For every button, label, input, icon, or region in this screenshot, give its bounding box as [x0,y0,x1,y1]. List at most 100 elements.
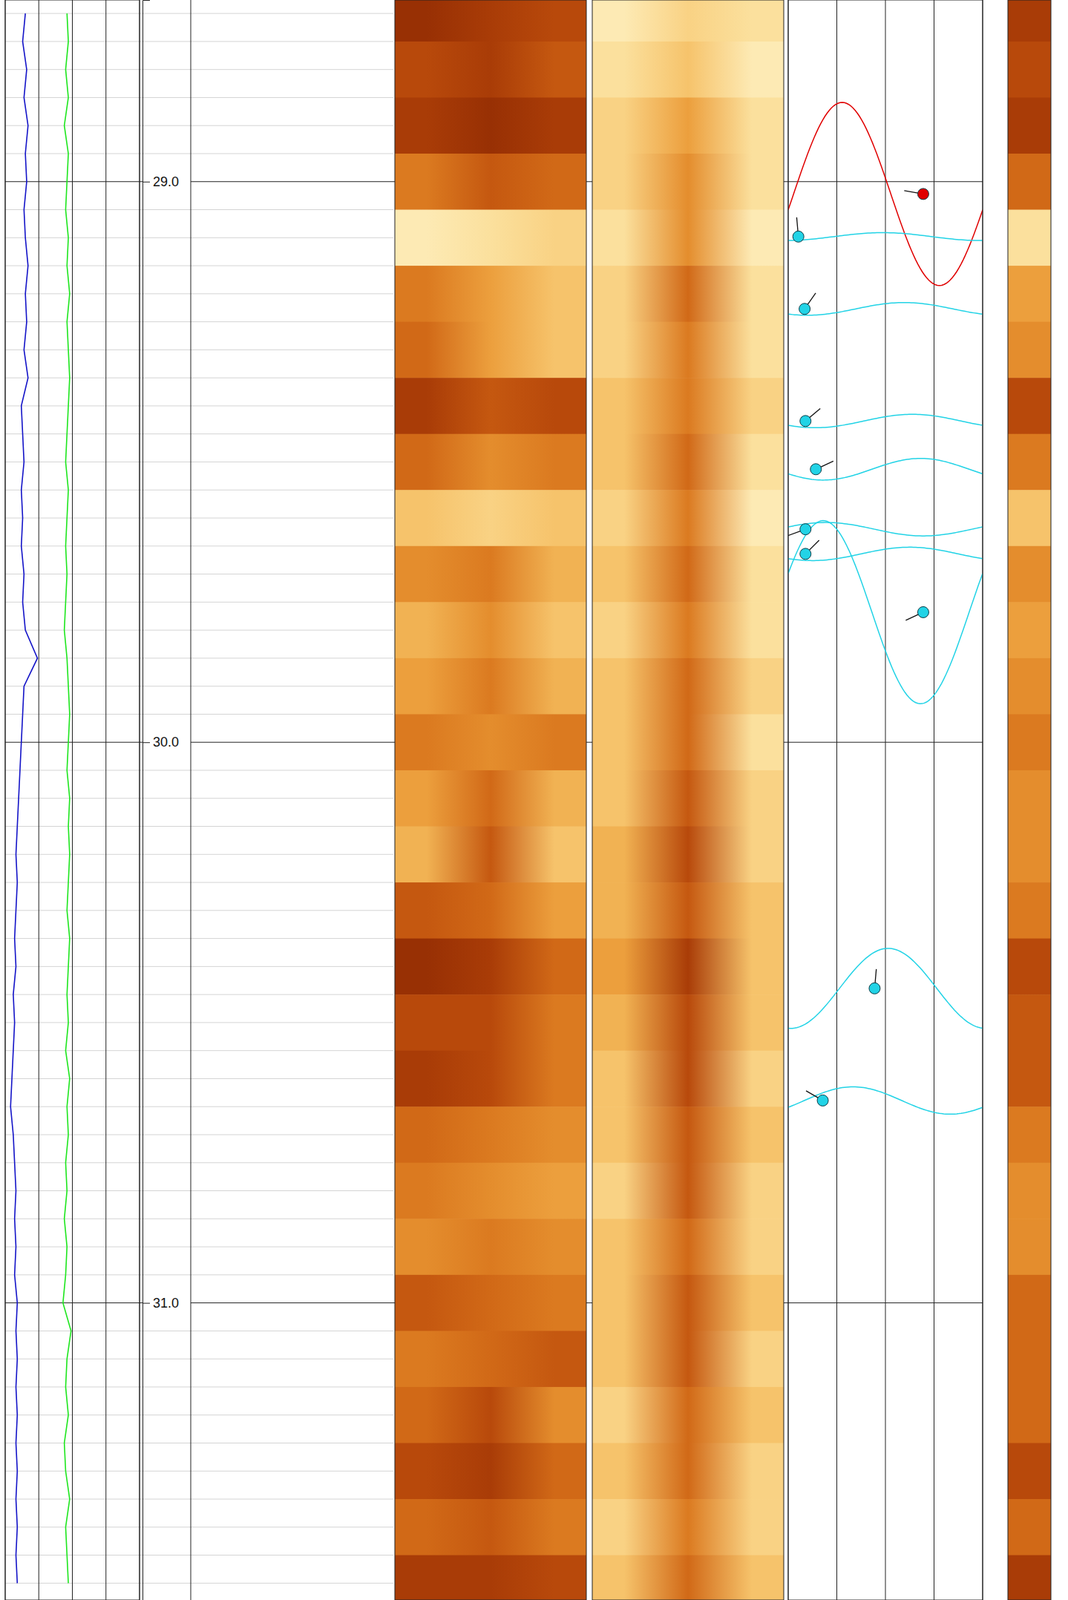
minor-grid-line [5,1218,394,1220]
image-row [394,938,587,996]
vertical-grid-line [105,0,107,1600]
depth-tick-mark [142,1303,150,1305]
image-rows [592,0,784,1600]
minor-grid-line [5,1526,394,1528]
minor-grid-line [5,1583,394,1584]
image-row [394,1387,587,1444]
minor-grid-line [5,377,394,379]
minor-grid-line [5,1499,394,1500]
minor-grid-line [5,433,394,435]
minor-grid-line [5,293,394,294]
minor-grid-line [5,265,394,267]
major-grid [5,181,983,1304]
minor-grid-line [5,1246,394,1248]
image-row [592,770,784,827]
dip-sinusoid [788,522,983,536]
minor-grid-line [5,966,394,968]
depth-axis-line [143,0,151,1600]
image-row [1007,41,1051,98]
minor-grid-line [5,518,394,519]
depth-axis: 29.030.031.0 [142,0,179,1600]
image-row [394,322,587,379]
major-grid-line [5,742,143,743]
image-row [1007,826,1051,884]
tadpole [917,606,929,618]
image-rows [394,0,587,1600]
image-row [394,1050,587,1108]
track-line [5,0,140,1600]
minor-grid-line [5,405,394,406]
image-row [394,1106,587,1163]
track-image [1007,0,1051,1600]
image-row [592,601,784,659]
image-row [592,41,784,98]
image-row [592,1218,784,1276]
image-row [1007,601,1051,659]
minor-grid-line [5,40,394,42]
minor-grid-line [5,685,394,687]
vertical-grid-line [38,0,40,1600]
image-row [394,1218,587,1276]
image-row [592,0,784,43]
image-row [394,1330,587,1388]
minor-grid-line [5,769,394,771]
image-row [592,938,784,996]
image-row [592,713,784,771]
track-frame [5,0,140,1600]
vertical-grid-line [933,0,935,1600]
image-row [592,1275,784,1332]
tadpole [810,463,822,475]
tadpole [917,188,929,200]
dip-sinusoid [788,1086,983,1115]
image-row [394,0,587,43]
image-row [394,826,587,884]
major-grid-line [5,181,143,182]
minor-grid-line [5,1078,394,1080]
minor-grid-line [5,797,394,799]
minor-grid-line [5,125,394,127]
dip-sinusoid [788,233,983,242]
minor-grid-line [5,1358,394,1360]
image-row [1007,1275,1051,1332]
depth-tick-mark [142,181,150,183]
vertical-grid-line [885,0,887,1600]
minor-grid-line [5,854,394,855]
depth-tick-label: 29.0 [152,174,179,190]
minor-grid-line [5,209,394,211]
image-row [394,1275,587,1332]
image-row [394,1499,587,1556]
track-frame [788,0,983,1600]
image-row [394,489,587,547]
minor-grid-line [5,601,394,603]
track-marks [788,102,983,1115]
image-row [394,658,587,715]
image-row [592,434,784,491]
dip-sinusoid [788,302,983,316]
image-row [1007,97,1051,154]
minor-grid-line [5,237,394,239]
minor-grid-line [5,1414,394,1416]
image-row [1007,938,1051,996]
depth-tick: 30.0 [142,734,179,750]
minor-grid-line [5,909,394,911]
image-row [1007,1330,1051,1388]
dip-sinusoid [788,414,983,428]
image-row [394,210,587,267]
minor-grid-line [5,1554,394,1556]
image-row [1007,1555,1051,1600]
image-row [1007,1050,1051,1108]
dip-sinusoid [788,102,983,286]
tadpole [800,415,812,427]
track-image [394,0,587,1600]
minor-grid-line [5,489,394,491]
image-row [592,1442,784,1500]
image-row [1007,1162,1051,1220]
image-row [592,882,784,939]
image-row [394,1442,587,1500]
minor-grid-line [5,1442,394,1444]
image-row [394,1555,587,1600]
image-row [592,377,784,435]
image-row [592,994,784,1051]
minor-grid-line [5,321,394,323]
image-rows [1007,0,1051,1600]
